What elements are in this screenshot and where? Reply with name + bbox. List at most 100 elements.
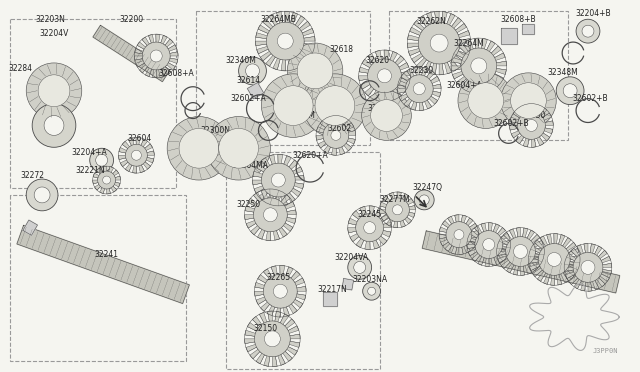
Circle shape [179, 128, 219, 168]
Circle shape [371, 100, 403, 131]
Polygon shape [247, 83, 264, 99]
Polygon shape [500, 28, 516, 44]
Polygon shape [522, 24, 534, 34]
Polygon shape [244, 311, 300, 367]
Polygon shape [509, 104, 553, 147]
Text: 32600M: 32600M [285, 111, 316, 120]
Text: 32348M: 32348M [548, 68, 579, 77]
Circle shape [385, 198, 410, 222]
Circle shape [90, 148, 113, 172]
Text: 32602: 32602 [328, 124, 352, 133]
Polygon shape [244, 189, 296, 241]
Text: 32245: 32245 [358, 210, 381, 219]
Circle shape [446, 222, 472, 247]
Circle shape [150, 50, 162, 62]
Circle shape [458, 73, 513, 128]
Circle shape [364, 222, 376, 234]
Circle shape [32, 104, 76, 147]
Polygon shape [497, 228, 544, 275]
Circle shape [525, 119, 538, 131]
Text: 32250: 32250 [236, 201, 260, 209]
Text: 32204+B: 32204+B [575, 9, 611, 18]
Text: 32247Q: 32247Q [412, 183, 442, 192]
Circle shape [271, 173, 285, 187]
Text: 32200: 32200 [119, 15, 143, 24]
Circle shape [500, 73, 556, 128]
Circle shape [167, 116, 230, 180]
Polygon shape [439, 215, 479, 254]
Circle shape [26, 179, 58, 211]
Circle shape [44, 116, 64, 135]
Polygon shape [316, 116, 356, 155]
Circle shape [34, 187, 50, 203]
Polygon shape [17, 225, 189, 304]
Circle shape [581, 260, 595, 274]
Circle shape [102, 176, 111, 184]
Circle shape [506, 237, 536, 266]
Text: 32618: 32618 [330, 45, 354, 54]
Text: 32300N: 32300N [201, 126, 231, 135]
Circle shape [468, 83, 504, 119]
Circle shape [362, 91, 412, 140]
Circle shape [96, 154, 108, 166]
Text: 32217N: 32217N [317, 285, 347, 294]
Text: 32620: 32620 [365, 57, 390, 65]
Circle shape [264, 274, 297, 308]
Polygon shape [255, 265, 306, 317]
Text: 32264MA: 32264MA [232, 161, 269, 170]
Circle shape [454, 230, 464, 240]
Circle shape [461, 48, 497, 84]
Circle shape [392, 205, 403, 215]
Polygon shape [253, 154, 304, 206]
Text: 32230: 32230 [409, 66, 433, 76]
Text: 32241: 32241 [95, 250, 118, 259]
Circle shape [255, 321, 290, 357]
Polygon shape [93, 166, 120, 194]
Circle shape [315, 86, 355, 125]
Polygon shape [23, 220, 38, 235]
Circle shape [419, 195, 429, 205]
Circle shape [475, 231, 502, 259]
Text: 32682: 32682 [367, 104, 392, 113]
Text: 32602+A: 32602+A [230, 94, 266, 103]
Polygon shape [342, 279, 353, 290]
Circle shape [413, 83, 425, 95]
Circle shape [323, 122, 349, 148]
Polygon shape [564, 244, 612, 291]
Polygon shape [255, 11, 315, 71]
Circle shape [367, 287, 376, 295]
Text: 32630: 32630 [521, 111, 545, 120]
Text: 32204+A: 32204+A [72, 148, 108, 157]
Circle shape [471, 58, 487, 74]
Circle shape [354, 262, 365, 273]
Circle shape [253, 198, 287, 232]
Circle shape [264, 208, 277, 222]
Text: 32608+A: 32608+A [158, 69, 194, 78]
Circle shape [547, 253, 561, 266]
Circle shape [277, 33, 293, 49]
Polygon shape [134, 34, 178, 78]
Circle shape [98, 171, 116, 189]
Circle shape [378, 69, 392, 83]
Text: 32265: 32265 [266, 273, 291, 282]
Text: 32602+A: 32602+A [201, 144, 237, 153]
Circle shape [266, 22, 304, 60]
Text: 32604: 32604 [127, 134, 152, 143]
Polygon shape [529, 234, 580, 285]
Text: 32604+A: 32604+A [446, 81, 482, 90]
Text: 32272: 32272 [20, 171, 44, 180]
Circle shape [207, 116, 270, 180]
Circle shape [556, 77, 584, 105]
Circle shape [262, 163, 295, 197]
Circle shape [513, 244, 527, 259]
Circle shape [219, 128, 259, 168]
Circle shape [142, 42, 170, 70]
Polygon shape [451, 38, 507, 94]
Polygon shape [380, 192, 415, 228]
Circle shape [287, 43, 343, 99]
Circle shape [131, 150, 141, 160]
Circle shape [538, 244, 570, 275]
Text: 32614: 32614 [236, 76, 260, 85]
Circle shape [518, 112, 545, 140]
Circle shape [414, 190, 434, 210]
